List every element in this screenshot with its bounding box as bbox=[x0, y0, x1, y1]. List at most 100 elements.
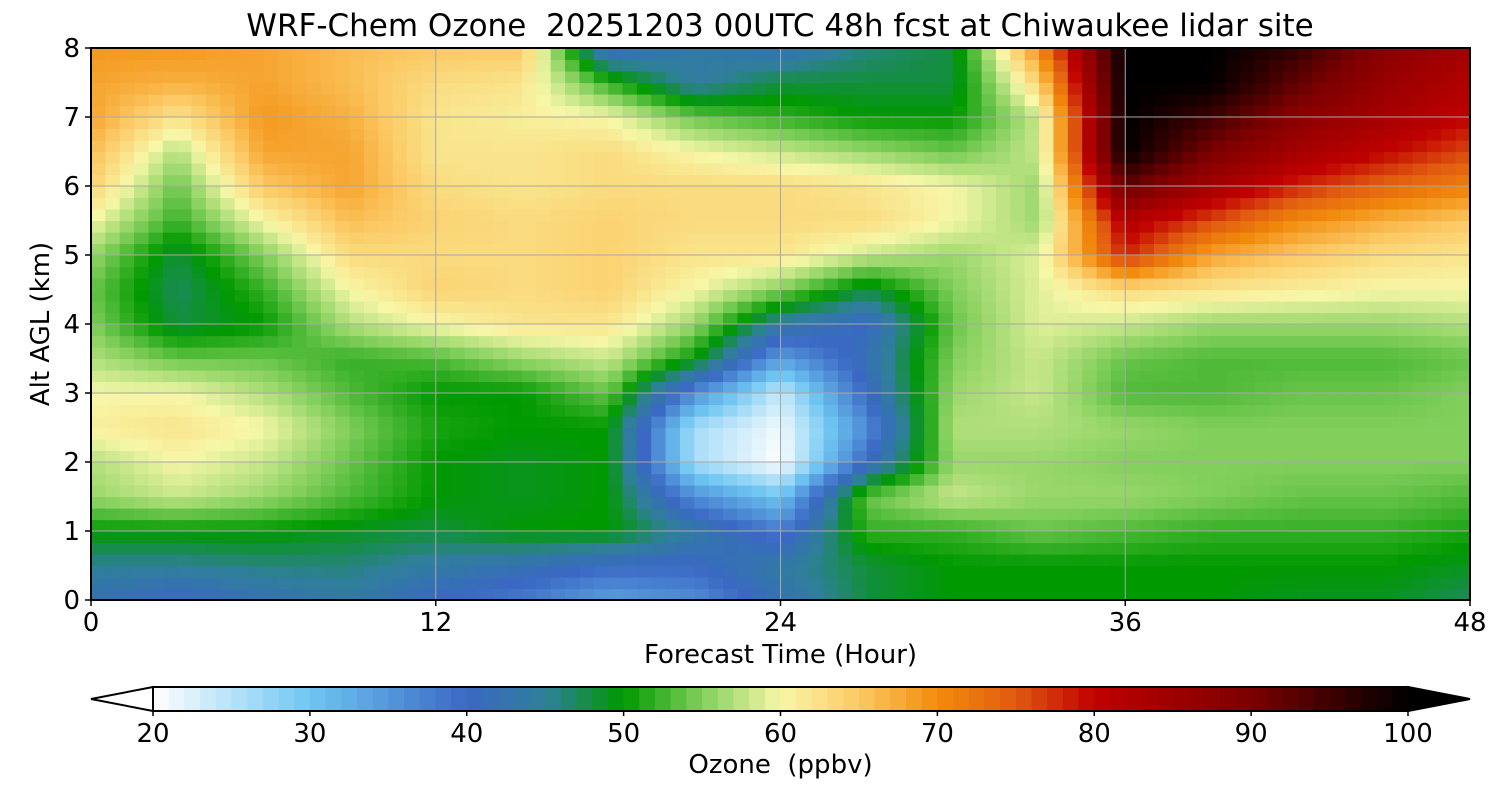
heatmap-cell bbox=[636, 473, 652, 486]
heatmap-cell bbox=[105, 312, 121, 325]
heatmap-cell bbox=[320, 324, 336, 337]
heatmap-cell bbox=[1369, 301, 1385, 314]
heatmap-cell bbox=[852, 163, 868, 176]
heatmap-cell bbox=[1383, 473, 1399, 486]
heatmap-cell bbox=[766, 485, 782, 498]
heatmap-cell bbox=[852, 174, 868, 187]
heatmap-cell bbox=[1053, 197, 1069, 210]
heatmap-cell bbox=[450, 358, 466, 371]
heatmap-cell bbox=[1268, 48, 1284, 61]
heatmap-cell bbox=[407, 542, 422, 555]
heatmap-cell bbox=[823, 473, 839, 486]
heatmap-cell bbox=[1110, 577, 1126, 590]
heatmap-cell bbox=[679, 140, 695, 153]
heatmap-cell bbox=[1283, 439, 1299, 452]
heatmap-cell bbox=[148, 140, 164, 153]
heatmap-cell bbox=[967, 48, 983, 61]
heatmap-cell bbox=[823, 151, 839, 164]
heatmap-cell bbox=[191, 508, 207, 521]
heatmap-cell bbox=[536, 588, 552, 601]
heatmap-cell bbox=[1398, 312, 1414, 325]
heatmap-cell bbox=[1283, 542, 1299, 555]
heatmap-cell bbox=[1455, 151, 1471, 164]
heatmap-cell bbox=[1182, 289, 1198, 302]
heatmap-cell bbox=[895, 324, 911, 337]
heatmap-cell bbox=[837, 508, 853, 521]
heatmap-cell bbox=[1053, 393, 1069, 406]
heatmap-cell bbox=[450, 462, 466, 475]
heatmap-cell bbox=[1182, 427, 1198, 440]
heatmap-cell bbox=[1182, 508, 1198, 521]
heatmap-cell bbox=[335, 220, 351, 233]
heatmap-cell bbox=[1369, 174, 1385, 187]
colorbar-tick-label: 40 bbox=[450, 719, 483, 749]
heatmap-cell bbox=[277, 508, 293, 521]
heatmap-cell bbox=[1254, 197, 1270, 210]
heatmap-cell bbox=[234, 450, 250, 463]
heatmap-cell bbox=[794, 266, 810, 279]
heatmap-cell bbox=[249, 128, 264, 141]
heatmap-cell bbox=[1355, 105, 1371, 118]
heatmap-cell bbox=[220, 105, 236, 118]
heatmap-cell bbox=[306, 301, 322, 314]
heatmap-cell bbox=[1311, 347, 1327, 360]
heatmap-cell bbox=[565, 197, 580, 210]
heatmap-cell bbox=[981, 71, 997, 84]
heatmap-cell bbox=[1355, 278, 1371, 291]
heatmap-cell bbox=[809, 577, 825, 590]
heatmap-cell bbox=[837, 485, 853, 498]
heatmap-cell bbox=[708, 370, 724, 383]
heatmap-cell bbox=[249, 186, 264, 199]
heatmap-cell bbox=[1355, 565, 1371, 578]
heatmap-cell bbox=[780, 519, 796, 532]
heatmap-cell bbox=[895, 577, 911, 590]
heatmap-cell bbox=[1369, 220, 1385, 233]
heatmap-cell bbox=[1254, 496, 1270, 509]
heatmap-cell bbox=[191, 496, 207, 509]
heatmap-cell bbox=[708, 278, 724, 291]
heatmap-cell bbox=[823, 94, 839, 107]
heatmap-cell bbox=[1082, 105, 1098, 118]
heatmap-cell bbox=[823, 232, 839, 245]
heatmap-cell bbox=[1355, 485, 1371, 498]
colorbar-swatch bbox=[1376, 687, 1393, 711]
heatmap-cell bbox=[794, 105, 810, 118]
heatmap-cell bbox=[1024, 416, 1040, 429]
heatmap-cell bbox=[478, 186, 494, 199]
heatmap-cell bbox=[1426, 243, 1442, 256]
heatmap-cell bbox=[809, 59, 825, 72]
heatmap-cell bbox=[119, 71, 135, 84]
heatmap-cell bbox=[1340, 485, 1356, 498]
heatmap-cell bbox=[924, 393, 940, 406]
heatmap-cell bbox=[1455, 588, 1471, 601]
heatmap-cell bbox=[1197, 335, 1213, 348]
heatmap-cell bbox=[550, 370, 566, 383]
heatmap-cell bbox=[579, 370, 595, 383]
heatmap-cell bbox=[392, 48, 408, 61]
heatmap-cell bbox=[924, 82, 940, 95]
heatmap-cell bbox=[493, 117, 509, 130]
heatmap-cell bbox=[435, 542, 451, 555]
heatmap-cell bbox=[1139, 404, 1155, 417]
heatmap-cell bbox=[1182, 324, 1198, 337]
colorbar-label: Ozone (ppbv) bbox=[688, 750, 873, 780]
heatmap-cell bbox=[924, 450, 940, 463]
heatmap-cell bbox=[1340, 151, 1356, 164]
heatmap-cell bbox=[780, 554, 796, 567]
heatmap-cell bbox=[837, 48, 853, 61]
heatmap-cell bbox=[1168, 404, 1184, 417]
heatmap-cell bbox=[320, 370, 336, 383]
heatmap-cell bbox=[794, 519, 810, 532]
heatmap-cell bbox=[1153, 151, 1169, 164]
heatmap-cell bbox=[1168, 473, 1184, 486]
heatmap-cell bbox=[1125, 485, 1141, 498]
heatmap-cell bbox=[91, 197, 106, 210]
heatmap-cell bbox=[277, 324, 293, 337]
heatmap-cell bbox=[1326, 358, 1342, 371]
heatmap-cell bbox=[565, 105, 580, 118]
heatmap-cell bbox=[622, 588, 638, 601]
heatmap-cell bbox=[1010, 577, 1026, 590]
heatmap-cell bbox=[995, 71, 1011, 84]
heatmap-cell bbox=[335, 485, 351, 498]
heatmap-cell bbox=[723, 71, 739, 84]
